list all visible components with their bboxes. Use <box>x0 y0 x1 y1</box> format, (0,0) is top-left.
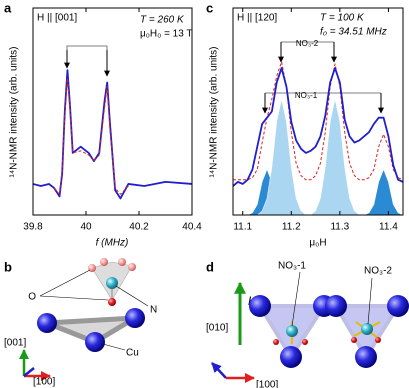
cu-atom <box>355 346 377 368</box>
panel-label: a <box>4 0 12 15</box>
oxygen-atom <box>375 337 381 343</box>
plot-frame <box>232 7 404 216</box>
temperature: T = 100 K <box>320 13 365 24</box>
x-tick-label: 39.8 <box>23 222 43 233</box>
panel-d: d Hext [010] [100] NO₃-1 NO₃-2 <box>206 259 409 388</box>
oxygen-atom <box>108 298 116 306</box>
peak-area <box>364 168 403 215</box>
panel-label: d <box>206 259 214 274</box>
panel-a: a H || [001] T = 260 K μ₀H₀ = 13 T f (MH… <box>4 0 202 248</box>
oxygen-atom <box>302 339 308 345</box>
x-axis-label: μ₀H <box>309 238 326 249</box>
leader <box>102 343 126 351</box>
x-tick-label: 11.2 <box>282 222 301 233</box>
axis-label: [001] <box>4 338 26 349</box>
field-direction: H || [001] <box>37 13 77 24</box>
nitrogen-atom <box>106 277 118 289</box>
oxygen-atom <box>273 339 279 345</box>
panel-b: b O N Cu [001] [100] <box>4 258 157 388</box>
plot-frame <box>32 7 193 216</box>
axis-arrow <box>23 367 35 377</box>
leader <box>39 269 91 297</box>
peak-area <box>256 99 307 215</box>
peak-area <box>310 99 360 215</box>
panel-label: c <box>206 0 213 15</box>
axis-label: [100] <box>33 377 55 388</box>
x-tick-label: 11.3 <box>330 222 349 233</box>
y-axis-label: ¹⁴N-NMR intensity (arb. units) <box>9 47 20 178</box>
site-label: NO₃-1 <box>278 261 306 272</box>
cu-atom <box>325 295 347 317</box>
atom-label: Cu <box>126 348 139 359</box>
frequency: f₀ = 34.51 MHz <box>320 27 387 38</box>
data-line <box>233 67 403 187</box>
cu-atom <box>85 332 105 352</box>
oxygen-atom <box>100 258 108 266</box>
x-tick-label: 40 <box>80 222 92 233</box>
cu-atom <box>387 295 409 317</box>
x-axis-label: f (MHz) <box>96 238 129 249</box>
fit-line <box>233 61 403 181</box>
oxygen-atom <box>351 337 357 343</box>
bracket-label: NO₃-2 <box>296 39 319 48</box>
x-tick-label: 40.4 <box>182 222 202 233</box>
cu-atom <box>249 295 271 317</box>
leader <box>367 277 373 325</box>
field-direction: H || [120] <box>237 13 277 24</box>
plot-area <box>33 69 192 200</box>
cu-triangle <box>44 315 138 345</box>
axis-label: [010] <box>206 323 228 334</box>
oxygen-atom <box>128 263 136 271</box>
axis-arrow <box>211 362 227 379</box>
temperature: T = 260 K <box>140 15 185 26</box>
axis-label: [100] <box>256 380 278 388</box>
fit-line <box>53 77 129 195</box>
atom-label: N <box>150 305 157 316</box>
x-tick-label: 40.2 <box>129 222 149 233</box>
x-tick-label: 11.4 <box>379 222 398 233</box>
leader <box>291 271 301 327</box>
bracket-label: NO₃-1 <box>295 91 318 100</box>
panel-c: c H || [120] T = 100 K f₀ = 34.51 MHz μ₀… <box>206 0 404 249</box>
oxygen-atom <box>118 258 126 266</box>
site-label: NO₃-2 <box>364 266 392 277</box>
data-line <box>33 69 192 200</box>
field-value: μ₀H₀ = 13 T <box>140 29 193 40</box>
leader <box>39 295 109 301</box>
bracket <box>66 45 108 58</box>
plot-area <box>233 61 403 215</box>
y-axis-label: ¹⁴N-NMR intensity (arb. units) <box>209 47 220 178</box>
leader <box>115 285 149 307</box>
panel-label: b <box>4 259 12 274</box>
nitrogen-atom <box>286 325 298 337</box>
cu-atom <box>280 346 302 368</box>
cu-atom <box>37 313 57 333</box>
nitrogen-atom <box>361 323 373 335</box>
cu-atom <box>125 308 145 328</box>
oxygen-atom <box>88 264 96 272</box>
atom-label: O <box>28 292 36 303</box>
x-tick-label: 11.1 <box>233 222 252 233</box>
